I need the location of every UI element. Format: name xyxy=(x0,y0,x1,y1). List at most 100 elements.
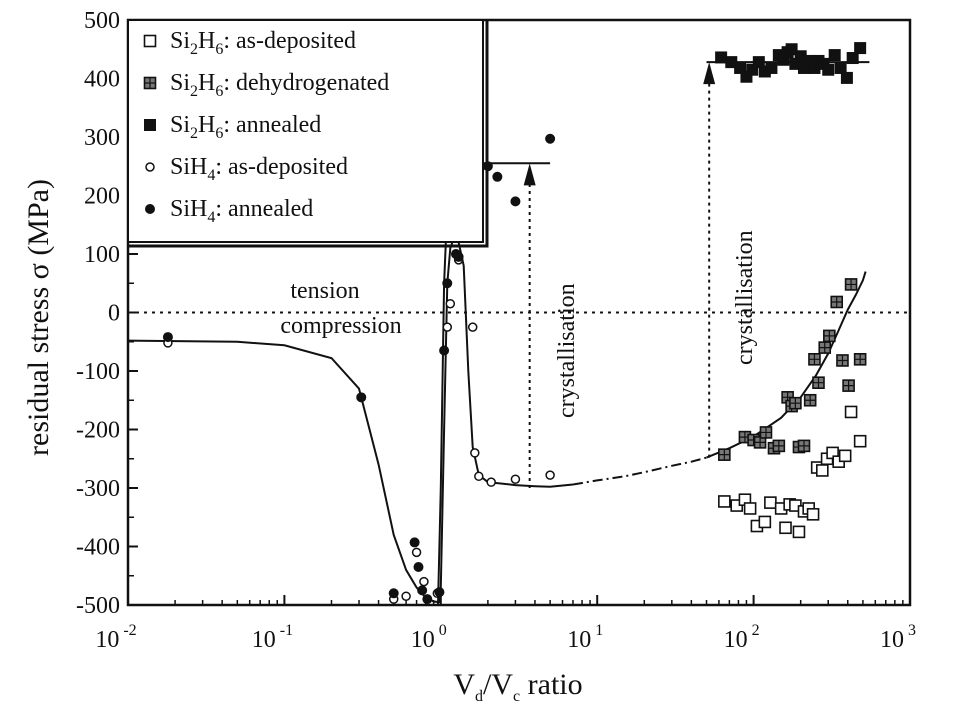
data-point xyxy=(442,278,453,289)
data-point xyxy=(792,525,806,539)
x-label-part: ratio xyxy=(520,668,582,701)
grid-square-cross xyxy=(836,354,848,366)
data-point xyxy=(422,594,433,605)
x-tick-label: 10 -2 xyxy=(95,622,136,653)
compression-label: compression xyxy=(280,313,401,339)
legend-text: : annealed xyxy=(215,196,313,222)
y-tick-label: -200 xyxy=(76,418,120,444)
legend-entry: SiH4: as-deposited xyxy=(145,154,348,184)
grid-square-cross xyxy=(854,353,866,365)
data-point xyxy=(834,61,847,74)
grid-square-cross xyxy=(144,77,156,89)
data-point xyxy=(434,587,445,598)
x-tick-exponent: -1 xyxy=(280,622,293,639)
grid-square-cross xyxy=(760,426,772,438)
data-point xyxy=(797,439,811,453)
data-point xyxy=(846,52,859,65)
legend-label: Si2H6: as-deposited xyxy=(170,28,356,58)
legend-marker xyxy=(143,76,157,90)
x-tick-base: 10 xyxy=(880,627,904,653)
data-point xyxy=(453,251,464,262)
legend-marker xyxy=(144,119,156,131)
data-point xyxy=(545,470,555,480)
legend-label: SiH4: as-deposited xyxy=(170,154,348,184)
data-point xyxy=(808,352,821,366)
fit-curve xyxy=(127,238,574,604)
crystallisation-label: crystallisation xyxy=(554,283,580,418)
x-tick-exponent: 1 xyxy=(595,622,603,639)
data-point xyxy=(844,405,858,419)
data-point xyxy=(743,502,757,515)
x-tick-label: 10 3 xyxy=(880,622,916,653)
legend-box xyxy=(127,19,484,243)
data-point xyxy=(439,345,450,356)
x-label-part: /V xyxy=(483,668,513,701)
grid-square-cross xyxy=(808,353,820,365)
data-point xyxy=(818,341,832,354)
legend-subscript: 6 xyxy=(215,125,223,142)
data-point xyxy=(356,392,367,403)
data-point xyxy=(812,376,825,390)
data-point xyxy=(853,352,867,366)
data-point xyxy=(715,51,728,64)
y-tick-label: 500 xyxy=(84,8,120,34)
data-point xyxy=(401,591,411,601)
fit-curve xyxy=(572,456,707,486)
x-tick-label: 10 1 xyxy=(567,622,603,653)
data-point xyxy=(388,588,399,599)
data-point xyxy=(486,477,496,487)
legend-text: Si xyxy=(170,112,190,138)
legend-text: Si xyxy=(170,28,190,54)
x-tick-base: 10 xyxy=(252,627,276,653)
x-tick-label: 10 -1 xyxy=(252,622,293,653)
data-point xyxy=(842,379,855,392)
data-point xyxy=(419,576,429,587)
legend-entry: Si2H6: as-deposited xyxy=(143,28,356,58)
crystallisation-label: crystallisation xyxy=(732,230,758,365)
y-tick-label: -300 xyxy=(76,476,120,502)
data-point xyxy=(545,133,556,144)
legend-marker xyxy=(145,204,155,214)
grid-square-cross xyxy=(773,440,785,452)
legend-subscript: 6 xyxy=(215,83,223,100)
data-point xyxy=(772,439,786,453)
data-point xyxy=(823,329,836,343)
data-point xyxy=(718,495,731,508)
grid-square-cross xyxy=(798,440,810,452)
data-point xyxy=(789,396,802,410)
legend-entry: Si2H6: dehydrogenated xyxy=(143,70,389,100)
data-point xyxy=(764,496,777,509)
y-tick-label: -400 xyxy=(76,535,120,561)
data-point xyxy=(470,448,480,458)
data-point xyxy=(467,322,478,332)
y-tick-label: -500 xyxy=(76,593,120,619)
y-tick-label: 200 xyxy=(84,184,120,210)
legend-text: SiH xyxy=(170,154,207,180)
grid-square-cross xyxy=(843,380,855,392)
legend-marker xyxy=(145,162,155,172)
data-point xyxy=(442,322,453,332)
arrow-head xyxy=(523,163,536,186)
y-tick-label: 100 xyxy=(84,242,120,268)
data-point xyxy=(734,61,747,74)
x-label-subscript: c xyxy=(513,688,520,705)
data-point xyxy=(840,71,853,84)
grid-square-cross xyxy=(819,342,831,354)
legend-text: : as-deposited xyxy=(223,28,356,54)
legend-text: : annealed xyxy=(223,112,321,138)
data-point xyxy=(445,298,456,309)
data-point xyxy=(746,63,759,76)
grid-square-cross xyxy=(831,296,843,308)
grid-square-cross xyxy=(718,449,730,461)
x-tick-base: 10 xyxy=(724,627,748,653)
data-point xyxy=(765,61,778,74)
legend-text: SiH xyxy=(170,196,207,222)
legend-subscript: 4 xyxy=(207,167,215,184)
x-tick-label: 10 2 xyxy=(724,622,760,653)
grid-square-cross xyxy=(845,278,857,290)
data-point xyxy=(828,49,841,62)
tension-label: tension xyxy=(290,278,359,304)
legend-text: : dehydrogenated xyxy=(223,70,389,96)
